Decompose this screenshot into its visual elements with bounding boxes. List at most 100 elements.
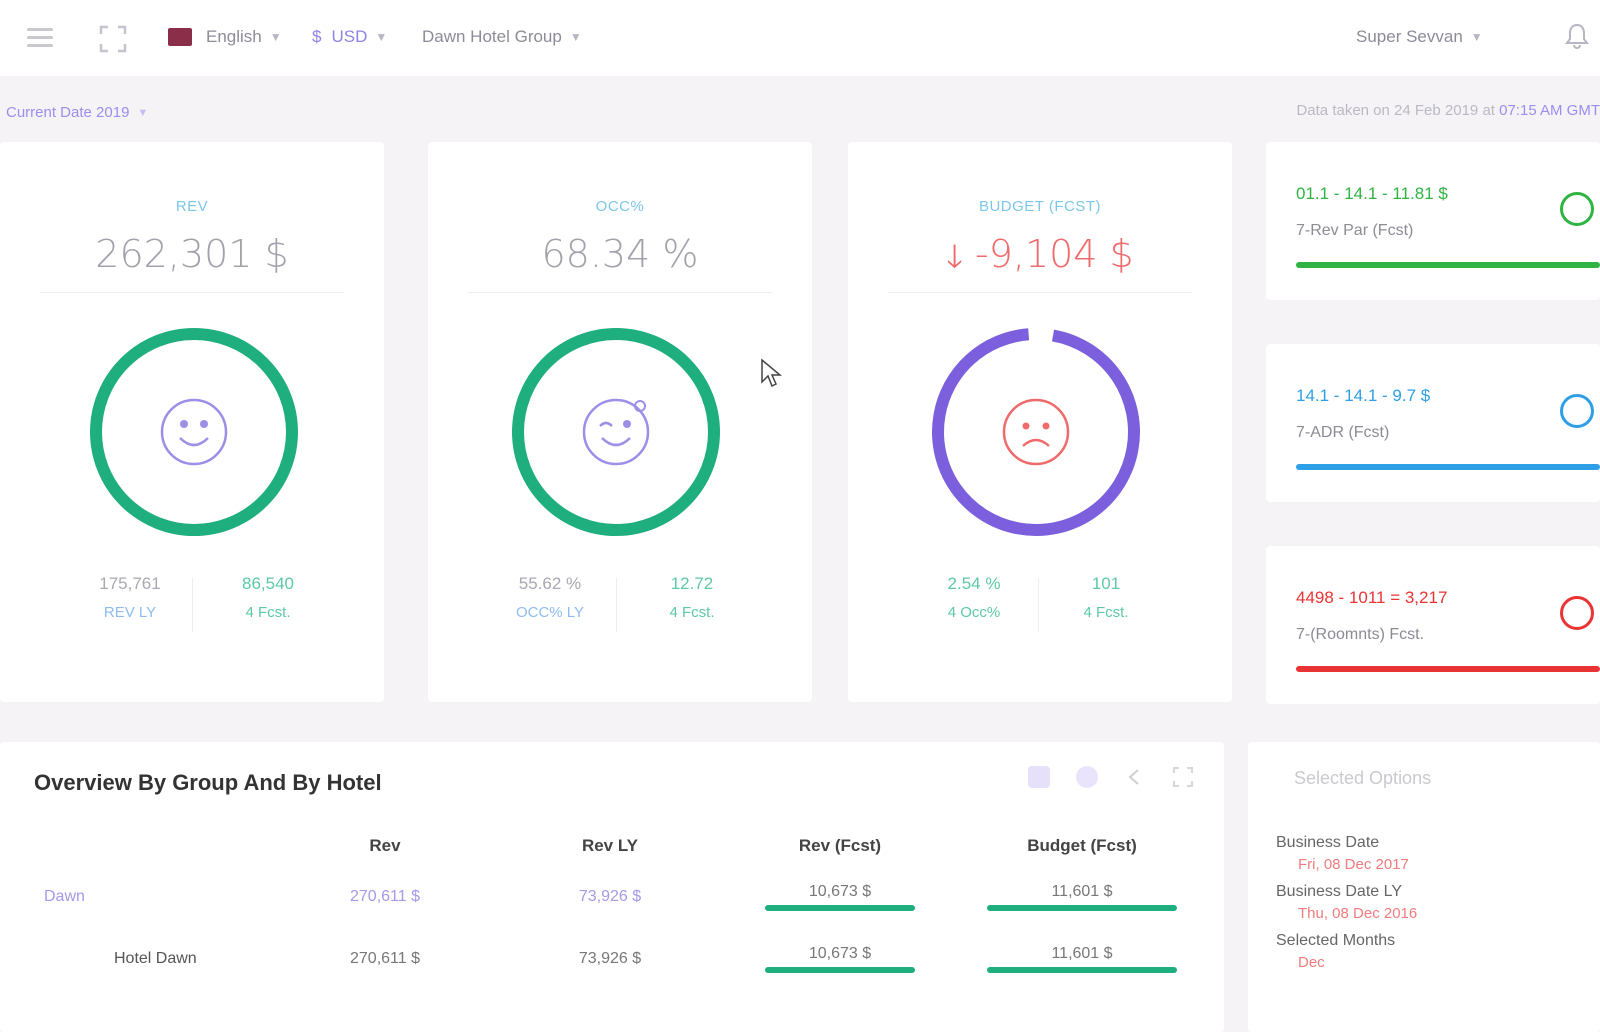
current-date-label: Current Date 2019 xyxy=(6,104,130,121)
kpi-card-budget: BUDGET (FCST) 🡓 -9,104 $ 2.54 % 4 Occ% 1… xyxy=(848,142,1232,702)
kpi-value: 🡓 -9,104 $ xyxy=(848,232,1232,288)
dollar-icon: $ xyxy=(312,27,322,46)
grid-view-icon[interactable] xyxy=(1028,766,1050,788)
kpi-stats: 55.62 % OCC% LY 12.72 4 Fcst. xyxy=(428,574,812,634)
cell-rev-fcst: 10,673 $ xyxy=(740,928,940,990)
cell-value: 73,926 $ xyxy=(578,950,642,967)
list-item: Business Date LY Thu, 08 Dec 2016 xyxy=(1276,883,1417,922)
data-timestamp-prefix: Data taken on 24 Feb 2019 at xyxy=(1296,102,1495,119)
fullscreen-icon[interactable] xyxy=(96,22,130,56)
chevron-down-icon: ▼ xyxy=(137,106,149,119)
table-header-row: Rev Rev LY Rev (Fcst) Budget (Fcst) xyxy=(0,826,1224,866)
cell-value: 73,926 $ xyxy=(578,888,642,905)
side-card-roomnts[interactable]: 4498 - 1011 = 3,217 7-(Roomnts) Fcst. xyxy=(1266,546,1600,704)
column-header[interactable]: Budget (Fcst) xyxy=(1027,836,1137,855)
kpi-stats: 2.54 % 4 Occ% 101 4 Fcst. xyxy=(848,574,1232,634)
progress-bar xyxy=(1296,464,1600,470)
list-item: Business Date Fri, 08 Dec 2017 xyxy=(1276,834,1417,873)
selected-options-card: Selected Options Business Date Fri, 08 D… xyxy=(1248,742,1600,1032)
arrow-down-icon: 🡓 xyxy=(946,237,963,275)
kpi-stat-fcst: 101 4 Fcst. xyxy=(1046,574,1166,621)
divider xyxy=(888,292,1192,293)
happy-face-icon xyxy=(160,398,228,466)
progress-bar xyxy=(765,905,915,911)
stat-label: 4 Fcst. xyxy=(1083,604,1129,621)
flag-icon xyxy=(168,28,192,46)
overview-toolbar xyxy=(1028,766,1194,788)
cell-rev-fcst: 10,673 $ xyxy=(740,866,940,928)
language-selector[interactable]: English ▼ xyxy=(168,22,282,52)
side-card-subtitle: 7-ADR (Fcst) xyxy=(1296,424,1390,441)
divider xyxy=(616,578,617,632)
data-timestamp-time: 07:15 AM GMT xyxy=(1499,102,1600,119)
stat-value: 86,540 xyxy=(242,574,294,593)
stat-value: 55.62 % xyxy=(518,574,582,593)
kpi-stat-ly: 55.62 % OCC% LY xyxy=(490,574,610,621)
cell-value: 11,601 $ xyxy=(1051,883,1113,900)
chart-view-icon[interactable] xyxy=(1076,766,1098,788)
stat-value: 175,761 xyxy=(99,574,161,593)
overview-title: Overview By Group And By Hotel xyxy=(34,770,382,795)
table-row[interactable]: Hotel Dawn 270,611 $ 73,926 $ 10,673 $ 1… xyxy=(0,928,1224,990)
list-item: Selected Months Dec xyxy=(1276,932,1417,971)
currency-selector[interactable]: $ USD ▼ xyxy=(312,22,387,52)
side-card-title: 14.1 - 14.1 - 9.7 $ xyxy=(1296,386,1431,405)
user-name: Super Sevvan xyxy=(1356,27,1463,46)
hotel-group-selector[interactable]: Dawn Hotel Group ▼ xyxy=(422,22,582,52)
cell-value: 270,611 $ xyxy=(350,950,420,967)
chevron-down-icon: ▼ xyxy=(375,30,388,44)
kpi-ring xyxy=(90,328,298,536)
cell-rev-ly: 73,926 $ xyxy=(480,866,740,928)
table-row[interactable]: Dawn 270,611 $ 73,926 $ 10,673 $ 11,601 … xyxy=(0,866,1224,928)
kpi-title: REV xyxy=(175,198,209,215)
side-card-revpar[interactable]: 01.1 - 14.1 - 11.81 $ 7-Rev Par (Fcst) xyxy=(1266,142,1600,300)
cell-value: 10,673 $ xyxy=(808,945,872,962)
status-circle-icon xyxy=(1560,192,1594,226)
chevron-down-icon: ▼ xyxy=(269,30,282,44)
divider xyxy=(468,292,772,293)
chevron-down-icon: ▼ xyxy=(569,30,582,44)
currency-label: USD xyxy=(331,27,368,46)
progress-bar xyxy=(1296,666,1600,672)
overview-table: Rev Rev LY Rev (Fcst) Budget (Fcst) Dawn… xyxy=(0,826,1224,990)
status-circle-icon xyxy=(1560,596,1594,630)
cell-value: 11,601 $ xyxy=(1051,945,1113,962)
progress-bar xyxy=(765,967,915,973)
cell-rev: 270,611 $ xyxy=(290,866,480,928)
side-card-title: 01.1 - 14.1 - 11.81 $ xyxy=(1296,184,1448,203)
kpi-stat-occ: 2.54 % 4 Occ% xyxy=(914,574,1034,621)
current-date-selector[interactable]: Current Date 2019 ▼ xyxy=(6,104,148,121)
column-header xyxy=(0,826,290,866)
menu-icon[interactable] xyxy=(24,24,56,52)
kpi-value-text: -9,104 $ xyxy=(974,232,1134,276)
side-card-adr[interactable]: 14.1 - 14.1 - 9.7 $ 7-ADR (Fcst) xyxy=(1266,344,1600,502)
progress-bar xyxy=(987,905,1177,911)
fullscreen-icon[interactable] xyxy=(1172,766,1194,788)
option-value: Thu, 08 Dec 2016 xyxy=(1298,905,1418,922)
stat-value: 2.54 % xyxy=(947,574,1001,593)
row-name[interactable]: Dawn xyxy=(44,888,85,905)
side-card-subtitle: 7-Rev Par (Fcst) xyxy=(1296,222,1414,239)
wink-face-icon xyxy=(582,398,650,466)
column-header[interactable]: Rev (Fcst) xyxy=(798,836,882,855)
kpi-value: 68.34 % xyxy=(541,232,699,276)
kpi-title: OCC% xyxy=(595,198,645,215)
bell-icon[interactable] xyxy=(1564,22,1594,52)
kpi-stat-ly: 175,761 REV LY xyxy=(70,574,190,621)
divider xyxy=(192,578,193,632)
cell-value: 10,673 $ xyxy=(808,883,872,900)
cell-budget-fcst: 11,601 $ xyxy=(940,928,1224,990)
kpi-card-rev: REV 262,301 $ 175,761 REV LY 86,540 4 Fc… xyxy=(0,142,384,702)
mouse-cursor-icon xyxy=(760,358,783,395)
collapse-icon[interactable] xyxy=(1124,766,1146,788)
column-header[interactable]: Rev xyxy=(369,836,401,855)
options-list: Business Date Fri, 08 Dec 2017 Business … xyxy=(1276,834,1417,981)
divider xyxy=(40,292,344,293)
selected-options-title: Selected Options xyxy=(1294,768,1432,788)
hotel-group-label: Dawn Hotel Group xyxy=(422,27,562,46)
column-header[interactable]: Rev LY xyxy=(581,836,639,855)
user-menu[interactable]: Super Sevvan ▼ xyxy=(1356,22,1483,52)
row-name[interactable]: Hotel Dawn xyxy=(114,950,197,967)
stat-label: 4 Fcst. xyxy=(669,604,715,621)
kpi-stats: 175,761 REV LY 86,540 4 Fcst. xyxy=(0,574,384,634)
